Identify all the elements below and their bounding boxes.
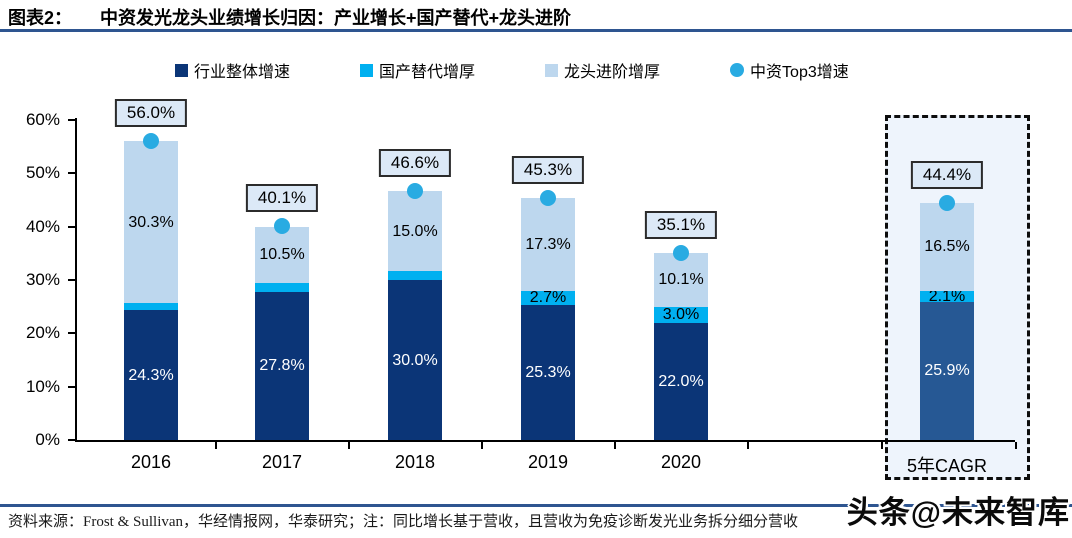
bar-segment-龙头进阶增厚 — [255, 226, 309, 283]
y-axis-tick-label: 10% — [25, 376, 60, 396]
bar-value-label: 27.8% — [259, 357, 305, 375]
bar-value-label: 16.5% — [924, 238, 970, 256]
bar-value-label: 10.5% — [259, 246, 305, 264]
footer-divider-rule — [0, 504, 1072, 507]
bar-value-label: 3.0% — [662, 306, 700, 324]
y-axis-tick — [68, 225, 75, 228]
bar-segment-国产替代增厚 — [920, 290, 974, 302]
bar-segment-国产替代增厚 — [255, 282, 309, 292]
bar-value-label: 10.1% — [658, 271, 704, 289]
bar-value-label: 25.9% — [924, 362, 970, 380]
bar-segment-龙头进阶增厚 — [654, 252, 708, 307]
x-axis-tick — [481, 442, 483, 449]
total-growth-label-box: 44.4% — [910, 161, 984, 190]
y-axis-tick-label: 20% — [25, 323, 60, 343]
top3-growth-marker-dot — [407, 183, 423, 200]
legend-item-1: 国产替代增厚 — [360, 58, 475, 82]
legend-label: 龙头进阶增厚 — [564, 64, 661, 81]
legend-item-0: 行业整体增速 — [175, 58, 290, 82]
legend-square-icon — [545, 63, 559, 77]
bar-value-label: 30.0% — [392, 351, 438, 369]
x-axis-tick — [747, 442, 749, 449]
bar-segment-龙头进阶增厚 — [920, 202, 974, 291]
watermark-text: 头条@未来智库 — [846, 495, 1070, 530]
y-axis-tick — [68, 439, 75, 441]
total-growth-label-box: 56.0% — [114, 99, 188, 128]
bar-segment-国产替代增厚 — [124, 302, 178, 311]
top3-growth-marker-dot — [540, 190, 556, 207]
total-growth-label-box: 35.1% — [644, 210, 718, 239]
x-axis-tick — [348, 442, 350, 449]
legend-square-icon — [360, 63, 374, 77]
y-axis-tick — [68, 119, 75, 121]
x-axis-tick — [614, 442, 616, 449]
y-axis-tick-label: 40% — [25, 216, 60, 236]
legend-square-icon — [175, 63, 188, 77]
bar-value-label: 25.3% — [525, 364, 571, 382]
x-axis-tick — [881, 442, 883, 449]
top3-growth-marker-dot — [673, 244, 689, 261]
y-axis-tick-label: 0% — [35, 430, 60, 449]
x-axis-category-label: 2019 — [527, 452, 569, 472]
figure-header: 图表2： 中资发光龙头业绩增长归因：产业增长+国产替代+龙头进阶 — [8, 4, 1068, 30]
y-axis-tick — [68, 385, 75, 388]
x-axis-category-label: 2017 — [261, 452, 303, 472]
chart-legend: 行业整体增速 国产替代增厚 龙头进阶增厚 中资Top3增速 — [175, 58, 849, 82]
x-axis-tick — [215, 442, 217, 449]
bar-segment-行业整体增速 — [920, 301, 974, 440]
bar-segment-行业整体增速 — [654, 322, 708, 440]
bar-value-label: 30.3% — [128, 213, 174, 231]
bar-value-label: 17.3% — [525, 236, 571, 254]
legend-item-2: 龙头进阶增厚 — [545, 58, 660, 82]
y-axis-tick — [68, 172, 75, 175]
legend-circle-icon — [730, 63, 745, 77]
bar-segment-国产替代增厚 — [654, 306, 708, 323]
bar-segment-龙头进阶增厚 — [388, 191, 442, 272]
y-axis-tick-label: 30% — [25, 270, 60, 289]
bar-segment-行业整体增速 — [124, 310, 178, 440]
legend-label: 中资Top3增速 — [750, 64, 849, 81]
bar-segment-行业整体增速 — [255, 291, 309, 440]
total-growth-label-box: 40.1% — [245, 184, 319, 213]
x-axis — [75, 440, 1015, 442]
bar-value-label: 22.0% — [658, 372, 704, 390]
bar-segment-行业整体增速 — [521, 305, 575, 440]
bar-segment-国产替代增厚 — [521, 290, 575, 306]
total-growth-label-box: 46.6% — [378, 149, 452, 178]
bar-value-label: 15.0% — [392, 222, 438, 240]
bar-segment-行业整体增速 — [388, 280, 442, 440]
y-axis-tick — [68, 279, 75, 281]
bar-value-label: 2.1% — [928, 287, 966, 305]
x-axis-category-label: 2018 — [394, 452, 436, 472]
top3-growth-marker-dot — [143, 133, 159, 150]
y-axis — [75, 118, 77, 442]
x-axis-category-label: 2016 — [130, 452, 172, 472]
x-axis-category-label: 5年CAGR — [906, 456, 987, 476]
bar-segment-国产替代增厚 — [388, 271, 442, 280]
x-axis-category-label: 2020 — [660, 452, 702, 472]
legend-label: 国产替代增厚 — [379, 64, 476, 81]
total-growth-label-box: 45.3% — [511, 156, 585, 185]
top3-growth-marker-dot — [939, 195, 955, 212]
title-divider-rule — [0, 29, 1072, 32]
bar-segment-龙头进阶增厚 — [124, 141, 178, 303]
y-axis-tick-label: 50% — [25, 163, 60, 183]
bar-value-label: 24.3% — [128, 366, 174, 384]
bar-value-label: 2.7% — [529, 289, 567, 307]
legend-item-3: 中资Top3增速 — [730, 58, 849, 82]
figure-number-label: 图表2： — [8, 8, 73, 28]
figure-title: 中资发光龙头业绩增长归因：产业增长+国产替代+龙头进阶 — [100, 8, 572, 28]
top3-growth-marker-dot — [274, 218, 290, 235]
x-axis-tick — [1015, 442, 1017, 449]
y-axis-tick — [68, 332, 75, 335]
legend-label: 行业整体增速 — [194, 64, 291, 81]
y-axis-tick-label: 60% — [25, 110, 60, 129]
bar-segment-龙头进阶增厚 — [521, 198, 575, 291]
source-note: 资料来源：Frost & Sullivan，华经情报网，华泰研究；注：同比增长基… — [8, 514, 799, 530]
